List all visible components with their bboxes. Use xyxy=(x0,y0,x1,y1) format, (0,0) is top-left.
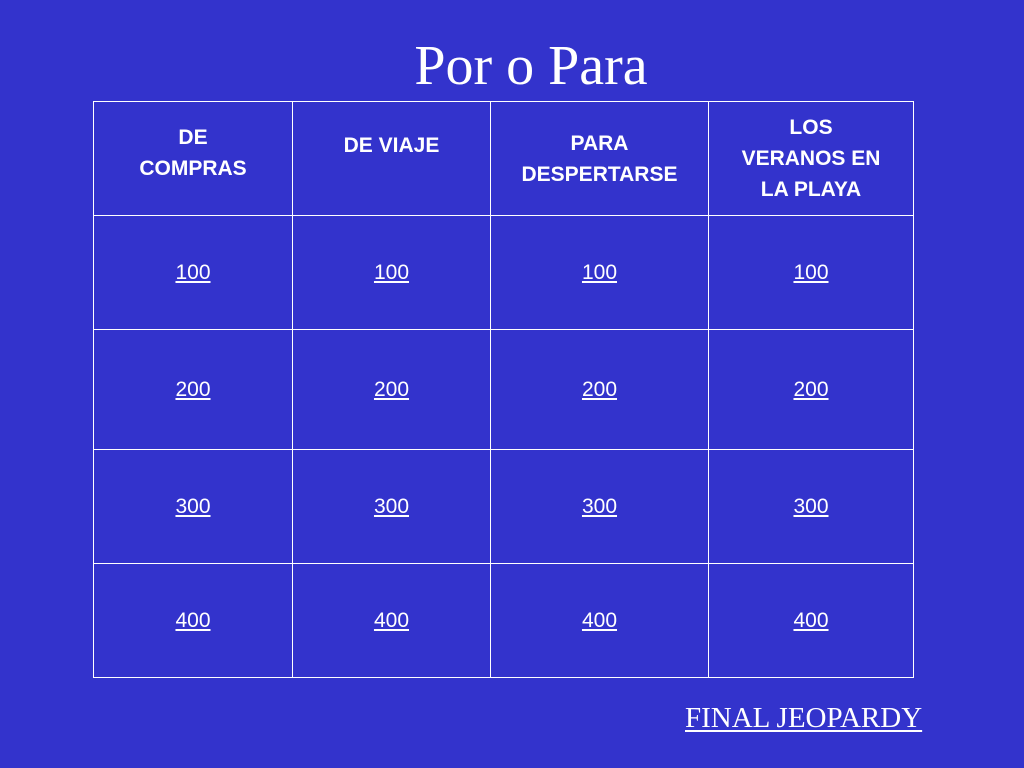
category-header: PARA DESPERTARSE xyxy=(490,101,709,216)
clue-cell: 300 xyxy=(292,449,491,564)
clue-link[interactable]: 200 xyxy=(581,377,618,401)
clue-cell: 100 xyxy=(708,215,914,330)
clue-cell: 200 xyxy=(93,329,293,450)
clue-cell: 300 xyxy=(708,449,914,564)
clue-cell: 300 xyxy=(490,449,709,564)
value-row-400: 400 400 400 400 xyxy=(93,563,914,678)
clue-cell: 400 xyxy=(490,563,709,678)
category-header: DE COMPRAS xyxy=(93,101,293,216)
category-header: LOS VERANOS EN LA PLAYA xyxy=(708,101,914,216)
category-label: DE COMPRAS xyxy=(139,125,247,180)
clue-link[interactable]: 100 xyxy=(373,260,410,284)
clue-cell: 100 xyxy=(490,215,709,330)
clue-link[interactable]: 400 xyxy=(373,608,410,632)
category-row: DE COMPRAS DE VIAJE PARA DESPERTARSE LOS… xyxy=(93,101,914,216)
slide-title: Por o Para xyxy=(414,35,648,97)
clue-link[interactable]: 200 xyxy=(373,377,410,401)
category-label: PARA DESPERTARSE xyxy=(521,131,678,186)
clue-cell: 200 xyxy=(708,329,914,450)
clue-link[interactable]: 400 xyxy=(175,608,211,632)
clue-cell: 100 xyxy=(292,215,491,330)
jeopardy-board: DE COMPRAS DE VIAJE PARA DESPERTARSE LOS… xyxy=(93,101,914,678)
clue-link[interactable]: 200 xyxy=(793,377,829,401)
clue-cell: 200 xyxy=(490,329,709,450)
value-row-100: 100 100 100 100 xyxy=(93,215,914,330)
clue-link[interactable]: 400 xyxy=(793,608,829,632)
clue-link[interactable]: 100 xyxy=(581,260,618,284)
value-row-200: 200 200 200 200 xyxy=(93,329,914,450)
clue-cell: 400 xyxy=(93,563,293,678)
clue-link[interactable]: 300 xyxy=(175,494,211,518)
clue-cell: 400 xyxy=(292,563,491,678)
clue-link[interactable]: 100 xyxy=(175,260,211,284)
clue-link[interactable]: 300 xyxy=(793,494,829,518)
clue-link[interactable]: 300 xyxy=(373,494,410,518)
clue-cell: 200 xyxy=(292,329,491,450)
clue-link[interactable]: 300 xyxy=(581,494,618,518)
clue-cell: 100 xyxy=(93,215,293,330)
clue-link[interactable]: 100 xyxy=(793,260,829,284)
clue-link[interactable]: 200 xyxy=(175,377,211,401)
clue-link[interactable]: 400 xyxy=(581,608,618,632)
category-label: LOS VERANOS EN LA PLAYA xyxy=(741,116,881,201)
final-jeopardy-link[interactable]: FINAL JEOPARDY xyxy=(685,702,923,734)
clue-cell: 300 xyxy=(93,449,293,564)
clue-cell: 400 xyxy=(708,563,914,678)
category-label: DE VIAJE xyxy=(343,134,440,157)
category-header: DE VIAJE xyxy=(292,101,491,216)
value-row-300: 300 300 300 300 xyxy=(93,449,914,564)
